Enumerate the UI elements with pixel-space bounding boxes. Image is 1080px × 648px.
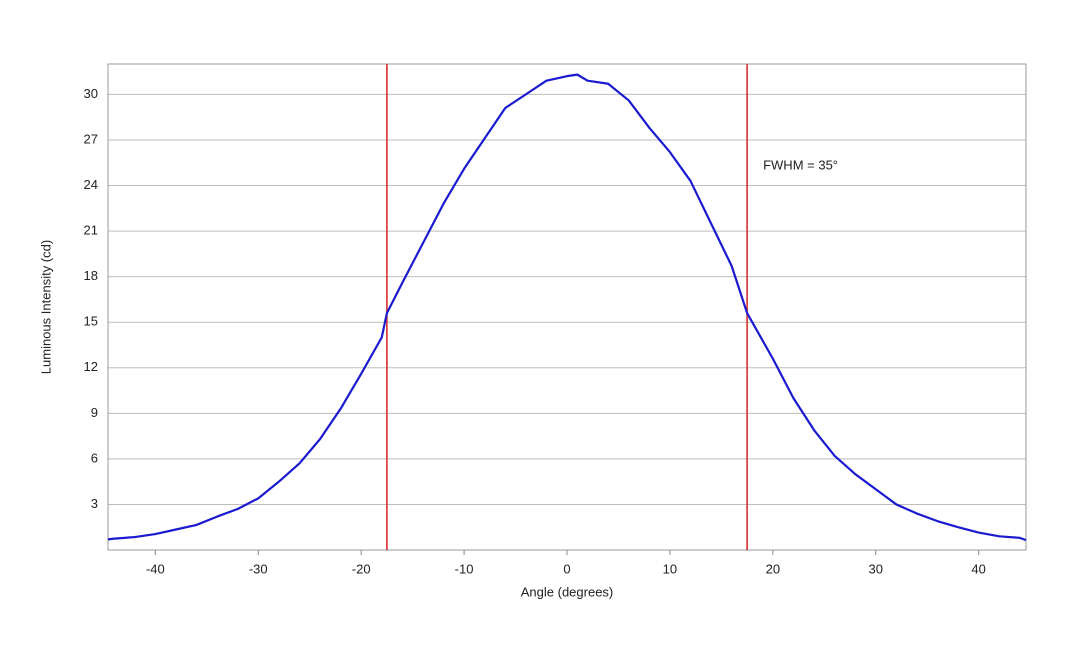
curve [107,73,1027,542]
y-tick-label: 24 [84,177,98,192]
x-tick-label: 10 [663,561,677,576]
y-tick-label: 3 [91,496,98,511]
y-tick-label: 6 [91,450,98,465]
x-tick-label: -10 [455,561,474,576]
annotation: FWHM = 35° [763,157,838,172]
x-tick-label: 40 [971,561,985,576]
y-tick-label: 27 [84,131,98,146]
y-tick-label: 12 [84,359,98,374]
x-tick-label: 30 [869,561,883,576]
y-tick-label: 30 [84,86,98,101]
x-axis-label: Angle (degrees) [521,584,614,599]
y-tick-label: 21 [84,223,98,238]
y-tick-label: 18 [84,268,98,283]
x-tick-label: 20 [766,561,780,576]
x-tick-label: -40 [146,561,165,576]
x-tick-label: -20 [352,561,371,576]
y-tick-label: 9 [91,405,98,420]
plot-border [107,63,1027,551]
x-tick-label: 0 [563,561,570,576]
x-tick-label: -30 [249,561,268,576]
y-tick-label: 15 [84,314,98,329]
y-axis-label: Luminous Intensity (cd) [38,240,53,374]
